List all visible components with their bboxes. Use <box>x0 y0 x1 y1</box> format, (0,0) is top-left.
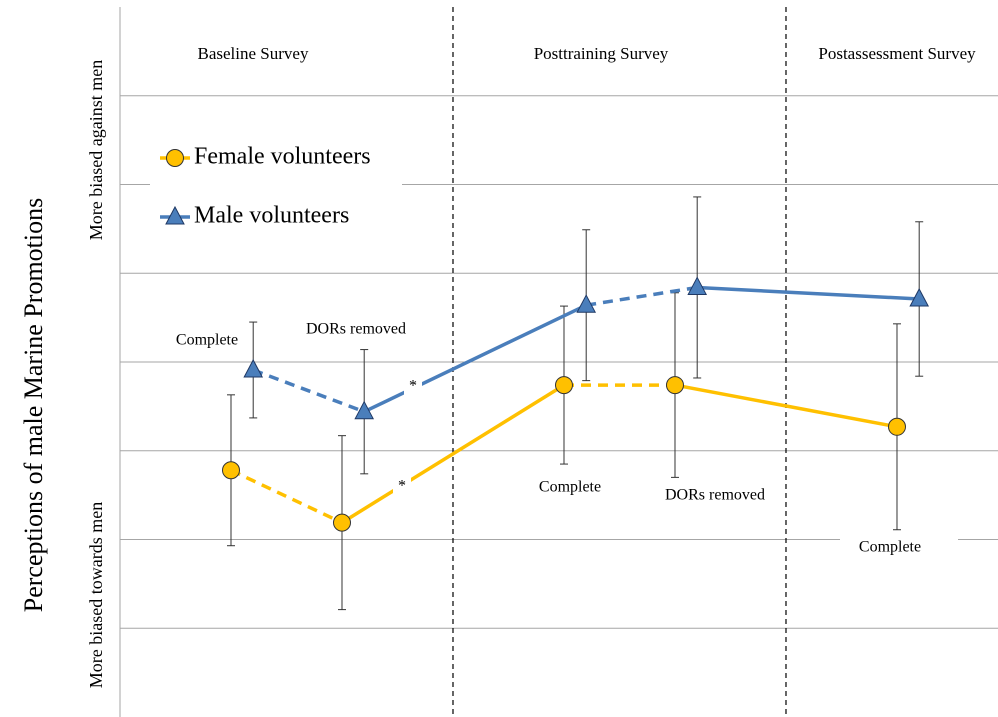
series-line <box>697 285 920 301</box>
series-line <box>252 368 365 414</box>
marker <box>221 461 240 480</box>
marker <box>354 400 375 420</box>
annotation: * <box>409 378 417 395</box>
annotation-bg <box>404 377 422 397</box>
series-line <box>230 468 343 525</box>
legend-marker <box>166 149 184 167</box>
y-axis-label: Perceptions of male Marine Promotions <box>19 198 48 612</box>
legend-box <box>150 130 402 240</box>
section-title: Posttraining Survey <box>534 44 669 63</box>
legend-marker <box>165 205 185 225</box>
series-line <box>674 383 898 429</box>
annotation-bg <box>393 477 411 497</box>
legend-label: Male volunteers <box>194 203 349 229</box>
marker <box>243 358 264 378</box>
series-line <box>363 303 587 414</box>
annotation: DORs removed <box>665 487 765 504</box>
marker <box>665 376 684 395</box>
series-line <box>341 383 565 525</box>
marker <box>332 513 351 532</box>
section-title: Baseline Survey <box>198 44 309 63</box>
marker <box>887 417 906 436</box>
marker <box>554 376 573 395</box>
marker <box>687 276 708 295</box>
series-line <box>585 285 698 307</box>
marker <box>576 294 597 313</box>
annotation: Complete <box>859 539 921 556</box>
section-title: Postassessment Survey <box>818 44 976 63</box>
annotation: Complete <box>539 479 601 496</box>
y-bottom-label: More biased towards men <box>86 502 106 688</box>
annotation-bg <box>840 530 958 566</box>
legend-label: Female volunteers <box>194 144 371 170</box>
annotation: * <box>398 478 406 495</box>
y-top-label: More biased against men <box>86 60 106 240</box>
annotation: DORs removed <box>306 321 406 338</box>
marker <box>909 287 930 307</box>
annotation: Complete <box>176 332 238 349</box>
